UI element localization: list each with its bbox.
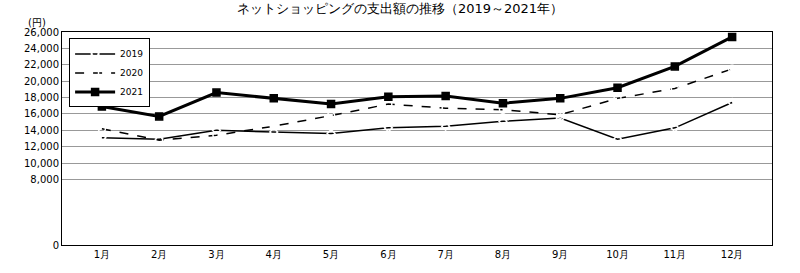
svg-text:8月: 8月 <box>495 249 511 260</box>
svg-text:8,000: 8,000 <box>30 174 59 185</box>
svg-text:12月: 12月 <box>721 249 744 260</box>
svg-text:16,000: 16,000 <box>24 108 59 119</box>
svg-text:0: 0 <box>53 240 59 251</box>
svg-text:10月: 10月 <box>606 249 629 260</box>
svg-text:22,000: 22,000 <box>24 59 59 70</box>
svg-text:20,000: 20,000 <box>24 76 59 87</box>
svg-text:4月: 4月 <box>266 249 282 260</box>
svg-text:12,000: 12,000 <box>24 141 59 152</box>
svg-text:26,000: 26,000 <box>24 27 59 38</box>
svg-text:2019: 2019 <box>120 49 143 59</box>
svg-text:2021: 2021 <box>120 87 143 97</box>
svg-text:2020: 2020 <box>120 68 143 78</box>
svg-text:1月: 1月 <box>94 249 110 260</box>
svg-text:9月: 9月 <box>552 249 568 260</box>
svg-text:3月: 3月 <box>208 249 224 260</box>
svg-text:(円): (円) <box>28 17 46 28</box>
svg-text:2月: 2月 <box>151 249 167 260</box>
svg-text:ネットショッピングの支出額の推移（2019～2021年）: ネットショッピングの支出額の推移（2019～2021年） <box>237 1 563 16</box>
svg-text:6月: 6月 <box>380 249 396 260</box>
svg-text:11月: 11月 <box>663 249 686 260</box>
svg-text:5月: 5月 <box>323 249 339 260</box>
svg-text:10,000: 10,000 <box>24 158 59 169</box>
svg-text:24,000: 24,000 <box>24 43 59 54</box>
svg-text:7月: 7月 <box>437 249 453 260</box>
svg-text:18,000: 18,000 <box>24 92 59 103</box>
svg-text:14,000: 14,000 <box>24 125 59 136</box>
